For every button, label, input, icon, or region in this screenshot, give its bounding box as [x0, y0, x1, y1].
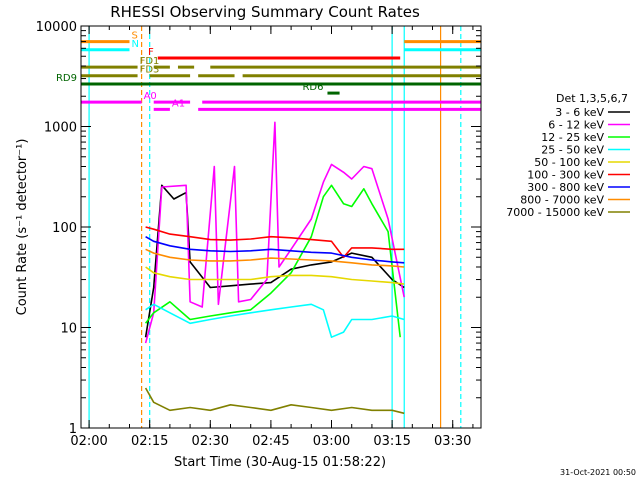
x-tick-label-0: 02:00 [70, 434, 107, 449]
flag-label-f: F [148, 47, 154, 58]
flag-label-rd9: RD9 [56, 73, 77, 84]
flag-label-rd6: RD6 [302, 82, 323, 93]
series-line-2 [144, 184, 401, 338]
legend-label-4: 50 - 100 keV [534, 156, 604, 169]
legend-label-0: 3 - 6 keV [555, 106, 604, 119]
flag-label-n: N [131, 39, 138, 50]
y-tick-label-4: 10000 [36, 20, 77, 35]
series-line-1 [144, 121, 405, 344]
legend-label-7: 800 - 7000 keV [520, 194, 604, 207]
series-line-0 [144, 184, 405, 338]
y-tick-label-3: 1000 [44, 121, 77, 136]
chart-title: RHESSI Observing Summary Count Rates [110, 3, 420, 21]
legend-label-2: 12 - 25 keV [541, 131, 604, 144]
series-line-4 [145, 266, 405, 285]
series-line-3 [145, 303, 405, 338]
y-axis-label: Count Rate (s⁻¹ detector⁻¹) [15, 139, 30, 316]
legend-label-3: 25 - 50 keV [541, 144, 604, 157]
axes: 02:00 02:15 02:30 02:45 03:00 03:15 03:30 1 10 10… [36, 20, 482, 449]
y-tick-label-1: 10 [60, 322, 77, 337]
legend-label-6: 300 - 800 keV [527, 181, 604, 194]
x-tick-label-2: 02:30 [192, 434, 229, 449]
x-tick-label-1: 02:15 [131, 434, 168, 449]
x-tick-label-4: 03:00 [313, 434, 350, 449]
legend-label-1: 6 - 12 keV [548, 119, 604, 132]
plot-area [88, 26, 462, 428]
x-axis-label: Start Time (30-Aug-15 01:58:22) [174, 455, 386, 470]
flag-label-s: S [131, 31, 137, 42]
series-line-5 [145, 226, 405, 259]
series-line-6 [145, 236, 405, 264]
flag-label-a1: A1 [172, 98, 185, 109]
flag-label-fd1: FD1 [140, 56, 160, 67]
legend-label-8: 7000 - 15000 keV [506, 206, 604, 219]
series-line-8 [144, 387, 405, 415]
x-tick-label-5: 03:15 [373, 434, 410, 449]
legend-label-5: 100 - 300 keV [527, 169, 604, 182]
x-tick-label-6: 03:30 [434, 434, 471, 449]
x-tick-label-3: 02:45 [252, 434, 289, 449]
flag-label-fd3: FD3 [140, 65, 160, 76]
legend-title: Det 1,3,5,6,7 [556, 92, 628, 105]
timestamp: 31-Oct-2021 00:50 [560, 468, 636, 477]
series-line-7 [145, 248, 405, 268]
flag-label-a0: A0 [144, 91, 157, 102]
y-tick-label-0: 1 [69, 422, 77, 437]
y-tick-label-2: 100 [52, 221, 77, 236]
